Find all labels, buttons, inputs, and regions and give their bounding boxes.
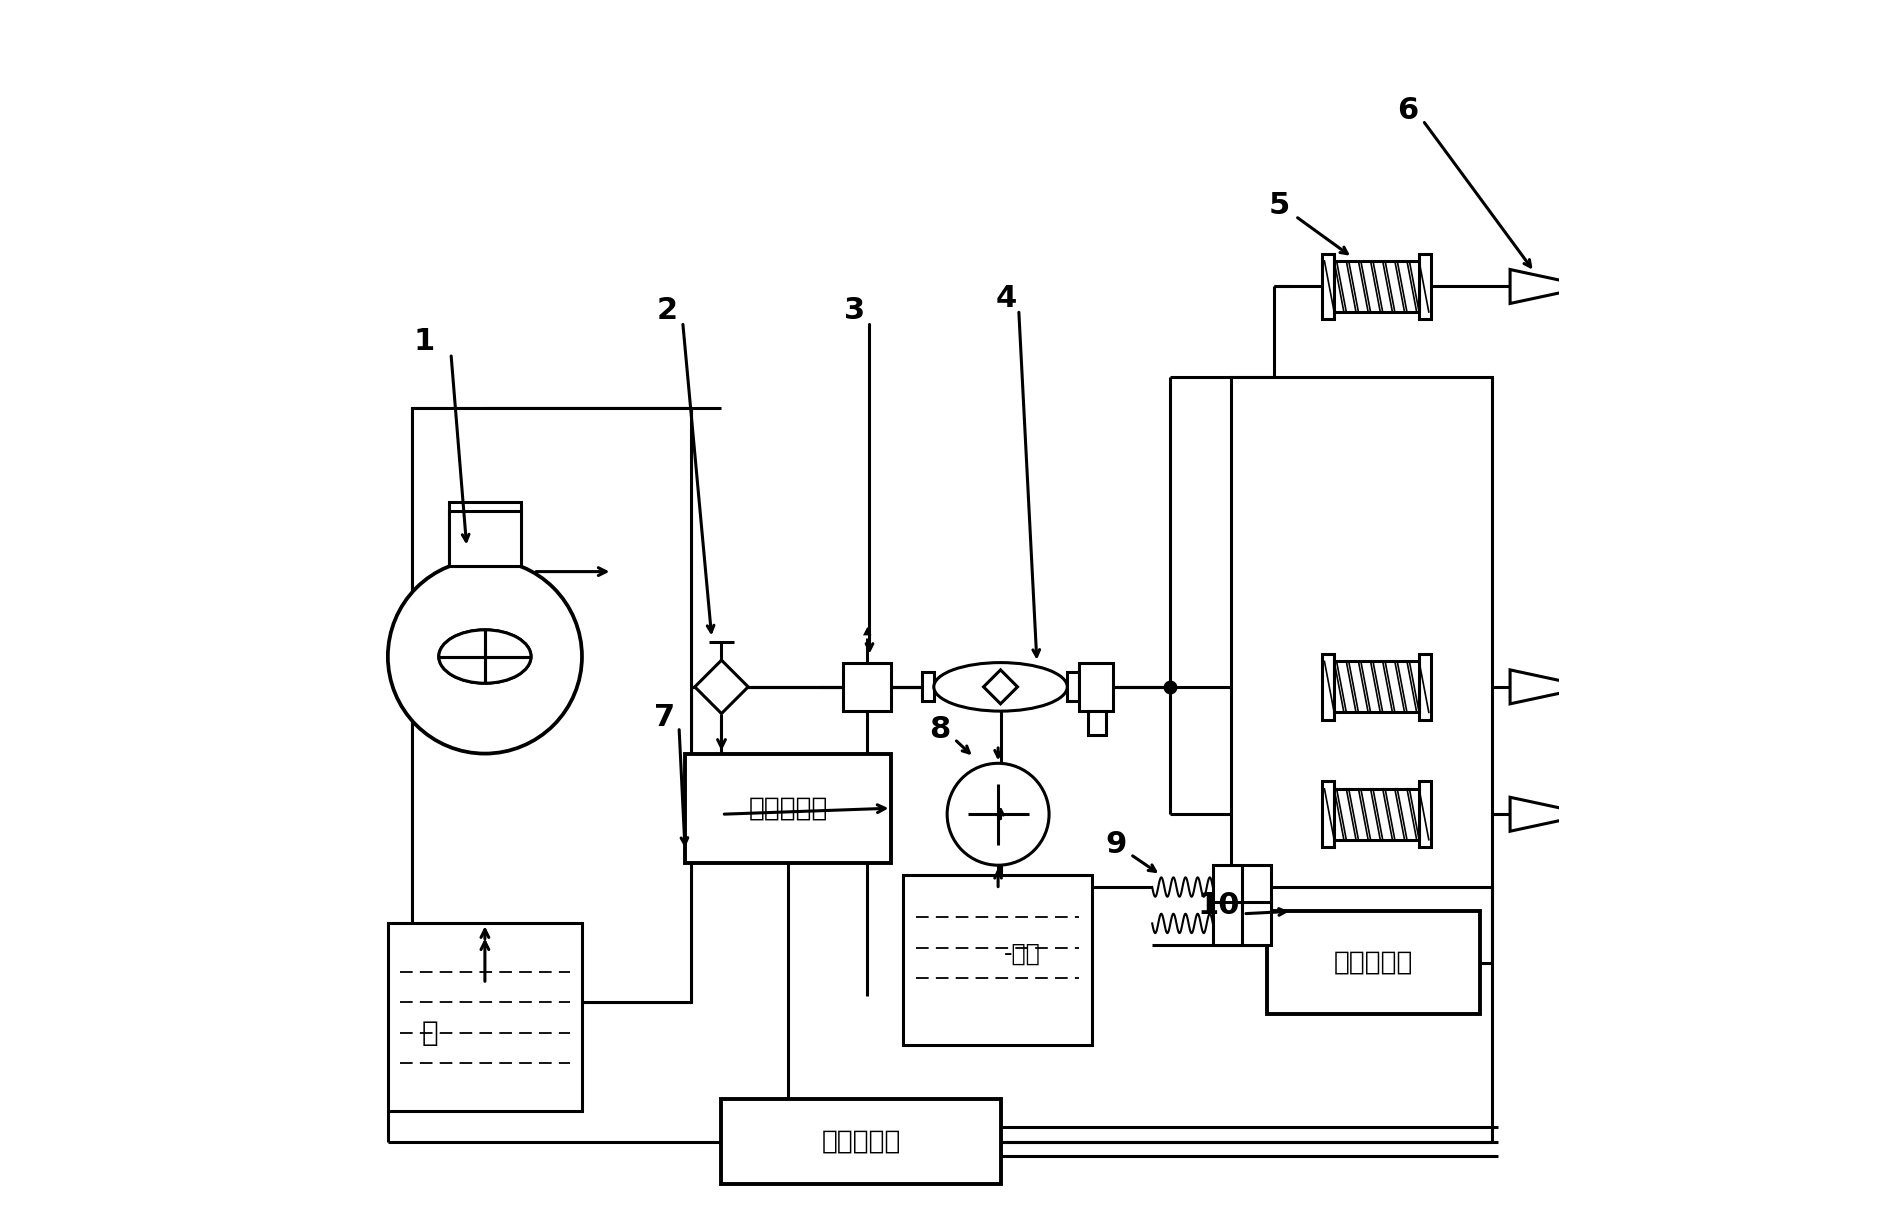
Text: 3: 3 (843, 297, 866, 325)
Bar (722, 1099, 1000, 1184)
Text: ▲: ▲ (863, 626, 872, 636)
Text: 10: 10 (1198, 891, 1240, 919)
Bar (411, 407, 691, 1002)
Bar (1335, 261, 1418, 313)
Ellipse shape (933, 663, 1068, 711)
Bar (1418, 654, 1432, 720)
Bar (1418, 782, 1432, 848)
Text: 水: 水 (423, 1019, 438, 1047)
Text: -泡沫: -泡沫 (1003, 941, 1040, 966)
Text: 9: 9 (1104, 831, 1127, 858)
Bar (904, 874, 1091, 1045)
Bar (843, 663, 891, 711)
Polygon shape (695, 660, 748, 714)
Bar (1232, 377, 1493, 886)
Bar (1213, 901, 1272, 945)
Text: 4: 4 (996, 285, 1017, 314)
Text: 8: 8 (929, 715, 950, 744)
Ellipse shape (438, 630, 531, 683)
Polygon shape (1510, 670, 1561, 704)
Polygon shape (1510, 798, 1561, 832)
Bar (1321, 654, 1335, 720)
Circle shape (946, 764, 1049, 866)
Bar (1080, 663, 1114, 711)
Text: 6: 6 (1398, 96, 1418, 125)
Bar (1418, 254, 1432, 320)
Bar (1268, 911, 1479, 1014)
Ellipse shape (438, 630, 531, 683)
Polygon shape (394, 565, 575, 748)
Text: 7: 7 (653, 703, 676, 732)
Bar (1335, 662, 1418, 713)
Bar (1335, 789, 1418, 840)
Text: 2: 2 (657, 297, 678, 325)
Bar (449, 511, 522, 565)
Text: 调节控制器: 调节控制器 (748, 795, 828, 821)
Bar (1321, 782, 1335, 848)
Text: 空气压缩机: 空气压缩机 (1335, 950, 1413, 976)
Bar (1068, 672, 1080, 702)
Bar (1087, 711, 1106, 736)
Polygon shape (981, 765, 1021, 804)
Text: 电气控制器: 电气控制器 (821, 1128, 901, 1155)
Bar (922, 672, 933, 702)
Bar (1213, 866, 1272, 908)
Polygon shape (984, 670, 1017, 704)
Bar (449, 502, 522, 565)
Bar (388, 923, 583, 1111)
Polygon shape (1510, 270, 1561, 304)
Text: 1: 1 (413, 327, 434, 355)
Bar (1321, 254, 1335, 320)
Text: 5: 5 (1268, 191, 1291, 220)
Circle shape (388, 559, 583, 754)
Bar (685, 754, 891, 863)
